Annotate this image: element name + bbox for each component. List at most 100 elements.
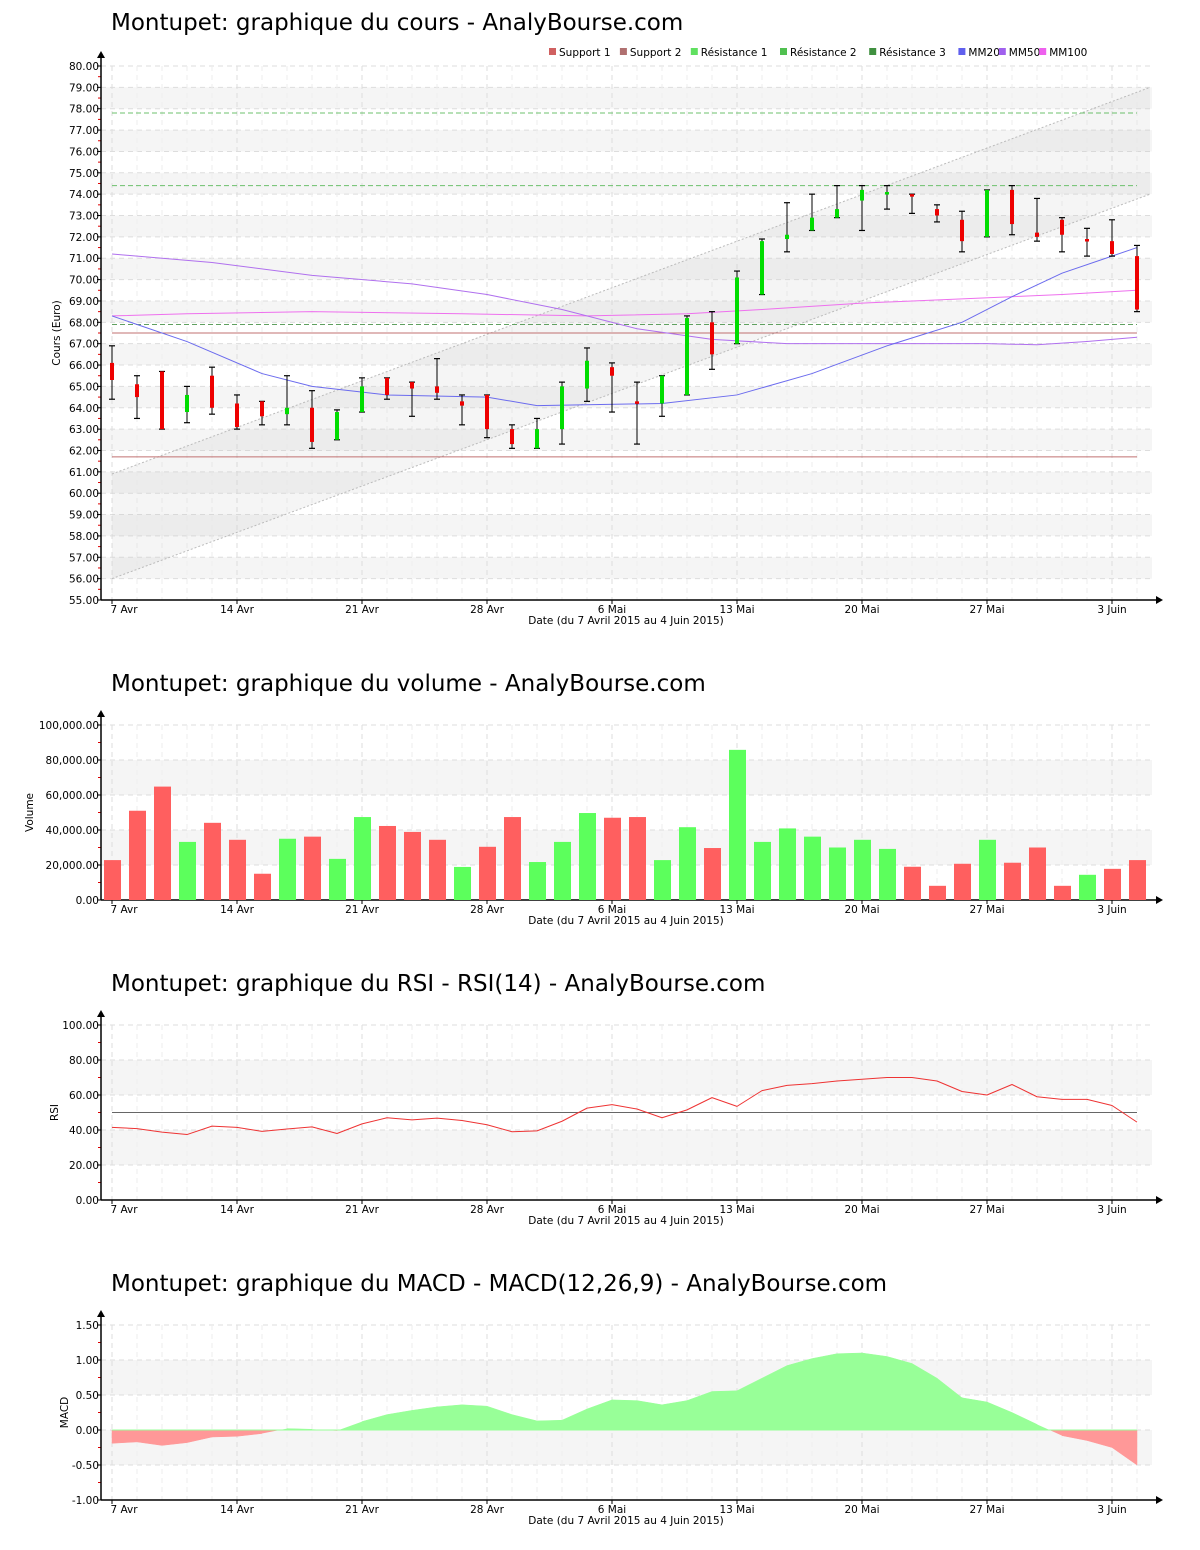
candle-body xyxy=(1085,239,1089,242)
grid-band xyxy=(101,1130,1152,1165)
x-tick-label: 20 Mai xyxy=(844,1504,879,1516)
x-tick-label: 6 Mai xyxy=(598,604,626,616)
candle xyxy=(359,377,365,413)
legend-label: MM100 xyxy=(1049,47,1087,59)
candle-body xyxy=(785,234,789,240)
legend-swatch-icon xyxy=(690,48,698,55)
candle xyxy=(734,270,740,345)
candle xyxy=(634,381,640,445)
legend-item: Support 2 xyxy=(619,47,681,59)
volume-bar xyxy=(1079,874,1096,900)
x-tick-label: 13 Mai xyxy=(719,904,754,916)
macd-area xyxy=(161,1429,188,1446)
y-tick-label: 60.00 xyxy=(69,1090,99,1102)
volume-bar xyxy=(304,836,321,900)
candle-body xyxy=(635,401,639,404)
x-tick-label: 28 Avr xyxy=(470,604,504,616)
x-axis-arrow-icon xyxy=(1156,1496,1163,1504)
macd-area xyxy=(211,1429,238,1438)
y-tick-label: 74.00 xyxy=(69,189,99,201)
legend-swatch-icon xyxy=(549,48,556,55)
macd-area xyxy=(811,1353,838,1431)
candle xyxy=(709,311,715,370)
x-axis-arrow-icon xyxy=(1156,596,1163,604)
volume-bar xyxy=(504,817,521,900)
volume-bar xyxy=(929,885,946,900)
macd-area xyxy=(1037,1424,1050,1430)
volume-bar xyxy=(379,825,396,900)
x-axis-arrow-icon xyxy=(1156,896,1163,904)
x-axis-label: Date (du 7 Avril 2015 au 4 Juin 2015) xyxy=(528,1215,723,1227)
x-tick-label: 20 Mai xyxy=(844,604,879,616)
y-tick-label: 77.00 xyxy=(69,125,99,137)
y-tick-label: 1.00 xyxy=(76,1355,99,1367)
volume-bar xyxy=(979,839,996,900)
y-tick-label: 55.00 xyxy=(69,595,99,607)
candle-body xyxy=(160,371,164,430)
legend-item: Support 1 xyxy=(549,47,611,59)
y-tick-label: 57.00 xyxy=(69,552,99,564)
macd-area xyxy=(661,1400,688,1431)
volume-chart: 0.00 20,000.00 40,000.00 60,000.00 80,000.00… xyxy=(24,710,1163,927)
candle xyxy=(234,394,240,430)
legend-swatch-icon xyxy=(1039,48,1047,55)
macd-area xyxy=(861,1352,888,1431)
legend-label: MM20 xyxy=(968,47,999,59)
y-tick-label: 73.00 xyxy=(69,211,99,223)
macd-area xyxy=(836,1352,863,1431)
macd-area xyxy=(961,1397,988,1431)
grid-band xyxy=(101,1060,1152,1095)
x-tick-label: 28 Avr xyxy=(470,1504,504,1516)
macd-area xyxy=(586,1399,613,1431)
x-tick-label: 27 Mai xyxy=(969,904,1004,916)
candle-body xyxy=(360,386,364,413)
grid-band xyxy=(101,215,1152,237)
legend-swatch-icon xyxy=(958,48,966,55)
y-axis-arrow-icon xyxy=(97,1010,105,1017)
candle xyxy=(459,394,465,426)
candle xyxy=(409,381,415,417)
legend-swatch-icon xyxy=(780,48,787,55)
candle-body xyxy=(810,217,814,231)
y-tick-label: 0.00 xyxy=(76,895,99,907)
y-tick-label: 58.00 xyxy=(69,531,99,543)
volume-bars xyxy=(104,749,1146,900)
y-axis-arrow-icon xyxy=(97,51,105,58)
volume-bar xyxy=(554,841,571,900)
candle xyxy=(259,400,265,426)
x-tick-label: 27 Mai xyxy=(969,1204,1004,1216)
x-tick-label: 3 Juin xyxy=(1097,904,1126,916)
x-axis-arrow-icon xyxy=(1156,1196,1163,1204)
candle-body xyxy=(710,322,714,355)
x-tick-label: 14 Avr xyxy=(220,904,254,916)
x-tick-label: 3 Juin xyxy=(1097,1504,1126,1516)
candle-body xyxy=(860,189,864,201)
x-tick-label: 7 Avr xyxy=(110,1204,138,1216)
volume-bar xyxy=(154,786,171,900)
y-tick-label: 0.50 xyxy=(76,1390,99,1402)
volume-bar xyxy=(579,813,596,900)
volume-bar xyxy=(729,749,746,900)
legend-label: MM50 xyxy=(1009,47,1040,59)
x-tick-label: 3 Juin xyxy=(1097,1204,1126,1216)
candle-body xyxy=(385,377,389,395)
y-tick-label: 0.00 xyxy=(76,1195,99,1207)
candle-body xyxy=(285,407,289,415)
candle xyxy=(984,189,990,238)
candle xyxy=(209,366,215,415)
x-tick-label: 14 Avr xyxy=(220,604,254,616)
candle xyxy=(934,204,940,223)
y-tick-label: 61.00 xyxy=(69,467,99,479)
macd-area xyxy=(786,1358,813,1431)
candle xyxy=(1009,185,1015,236)
candle xyxy=(959,210,965,253)
macd-area xyxy=(262,1430,280,1434)
candle xyxy=(859,185,865,232)
macd-area xyxy=(436,1404,463,1431)
y-tick-label: 71.00 xyxy=(69,253,99,265)
macd-chart: -1.00 -0.50 0.00 0.50 1.00 1.50 7 Avr 14 Avr 21 … xyxy=(59,1310,1163,1527)
macd-area xyxy=(986,1401,1013,1431)
y-tick-label: 67.00 xyxy=(69,339,99,351)
macd-area xyxy=(361,1414,388,1431)
grid-band xyxy=(101,429,1152,451)
